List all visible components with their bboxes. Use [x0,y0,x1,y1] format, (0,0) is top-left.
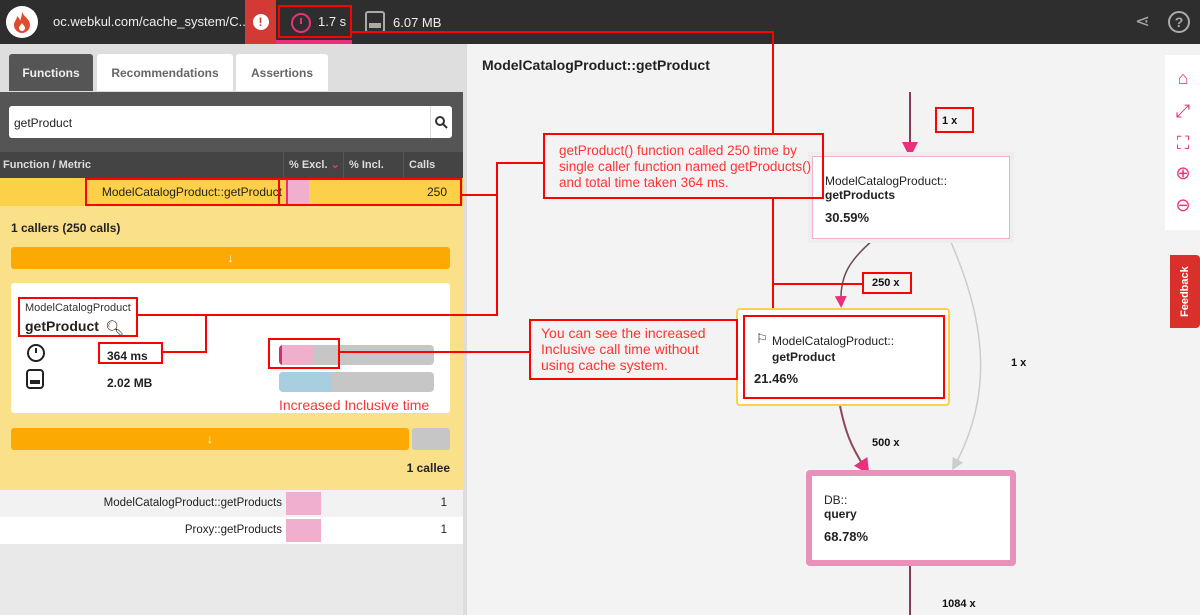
panel-splitter[interactable] [463,44,467,615]
alert-button[interactable]: ! [245,0,276,44]
share-icon[interactable]: ⋖ [1135,11,1151,31]
zoom-out-icon[interactable]: ⊖ [1175,195,1191,215]
time-indicator [276,40,352,44]
feedback-button[interactable]: Feedback [1170,255,1200,328]
graph-node-getproduct[interactable]: ⚐ ModelCatalogProduct:: getProduct 21.46… [736,308,950,406]
annotation-lines [138,31,862,353]
memory-bar [279,372,434,392]
node-method: query [824,507,857,521]
node-method: getProduct [772,350,836,364]
callers-expand-button[interactable]: ↓ [11,247,450,269]
top-bar: oc.webkul.com/cache_system/C... ! 1.7 s … [0,0,1200,44]
flag-icon: ⚐ [756,331,768,346]
excl-bar [286,492,321,515]
tab-recommendations[interactable]: Recommendations [97,54,233,91]
time-bar [279,345,434,365]
annotation-callout-calls: getProduct() function called 250 time by… [543,133,824,199]
annotation-callout-inclusive: You can see the increased Inclusive call… [529,319,738,380]
calls-value: 1 [440,497,447,509]
stopwatch-icon [291,12,311,33]
function-name: Proxy::getProducts [184,524,282,536]
excl-bar [286,180,309,204]
fit-icon[interactable]: ⛶ [1176,133,1190,153]
annotation-box [18,297,138,337]
memory-value: 6.07 MB [393,14,442,30]
wall-time-metric[interactable]: 1.7 s [278,5,352,38]
calls-value: 250 [426,185,447,199]
profile-url[interactable]: oc.webkul.com/cache_system/C... [53,14,250,29]
stopwatch-icon [27,344,45,362]
excl-bar [286,519,321,542]
flame-logo-icon[interactable] [6,6,38,38]
graph-toolbar: ⌂ ⤢ ⛶ ⊕ ⊖ [1165,55,1200,230]
exclamation-icon: ! [252,14,269,30]
memory-value: 2.02 MB [107,376,153,390]
edge-label: 1 x [935,107,974,133]
function-name: ModelCatalogProduct::getProducts [103,497,282,509]
function-name: ModelCatalogProduct::getProduct [101,185,282,199]
function-class: ModelCatalogProduct [25,302,131,314]
home-icon[interactable]: ⌂ [1177,68,1189,88]
tab-bar: Functions Recommendations Assertions [0,44,463,92]
callee-count: 1 callee [406,461,450,475]
node-class: ModelCatalogProduct:: [825,174,948,188]
search-input[interactable]: getProduct [9,106,452,138]
annotation-box [85,178,283,206]
col-calls[interactable]: Calls [403,152,463,178]
edge-1 [949,239,982,471]
table-row-selected[interactable]: ModelCatalogProduct::getProduct 250 [0,178,463,206]
col-incl[interactable]: % Incl. [343,152,403,178]
left-panel: Functions Recommendations Assertions get… [0,44,463,615]
table-row[interactable]: Proxy::getProducts 1 [0,517,463,544]
edge-label: 1 x [1011,357,1027,369]
node-method: getProducts [825,188,896,202]
tab-functions[interactable]: Functions [9,54,93,91]
calls-value: 1 [440,524,447,536]
caller-details: 1 callers (250 calls) ↓ ModelCatalogProd… [0,206,463,490]
node-class: DB:: [824,493,848,507]
search-icon[interactable] [430,106,452,138]
graph-node-db-query[interactable]: DB:: query 68.78% [806,470,1016,566]
col-function[interactable]: Function / Metric [3,159,91,171]
table-header: Function / Metric % Excl. ⌄ % Incl. Call… [0,152,463,178]
zoom-search-icon[interactable]: 🔍︎ [105,320,125,337]
function-method: getProduct [25,318,99,334]
edge-500 [839,405,870,475]
time-value: 364 ms [107,349,148,363]
edge-label: 250 x [862,272,912,294]
node-percent: 30.59% [825,210,870,225]
annotation-box [278,178,462,206]
node-percent: 21.46% [754,371,799,386]
tab-assertions[interactable]: Assertions [236,54,328,91]
expand-icon[interactable]: ⤢ [1175,101,1191,121]
annotation-box [743,315,945,399]
edge-label: 500 x [872,437,900,449]
annotation-box [268,338,340,369]
node-class: ModelCatalogProduct:: [772,334,895,348]
table-row[interactable]: ModelCatalogProduct::getProducts 1 [0,490,463,517]
function-card: ModelCatalogProduct getProduct 🔍︎ 364 ms… [11,283,450,413]
bar-annotation: Increased Inclusive time [279,397,430,413]
graph-title: ModelCatalogProduct::getProduct [482,57,710,73]
edge-250 [834,239,874,308]
annotation-box [98,342,163,364]
search-bar: getProduct [0,92,463,152]
help-icon[interactable]: ? [1168,11,1190,33]
sort-down-icon: ⌄ [330,159,340,171]
wall-time-value: 1.7 s [318,14,347,29]
col-excl[interactable]: % Excl. ⌄ [283,152,343,178]
graph-node-getproducts[interactable]: ModelCatalogProduct:: getProducts 30.59% [812,156,1010,239]
node-percent: 68.78% [824,529,869,544]
zoom-in-icon[interactable]: ⊕ [1175,163,1191,183]
col-excl-label: % Excl. [289,159,328,171]
memory-icon [26,369,44,389]
callees-expand-button[interactable]: ↓ [11,428,409,450]
callers-count: 1 callers (250 calls) [11,221,121,235]
time-bar-fill [279,345,314,365]
memory-bar-fill [279,372,332,392]
edge-label: 1084 x [942,598,976,610]
callees-bar [412,428,450,450]
